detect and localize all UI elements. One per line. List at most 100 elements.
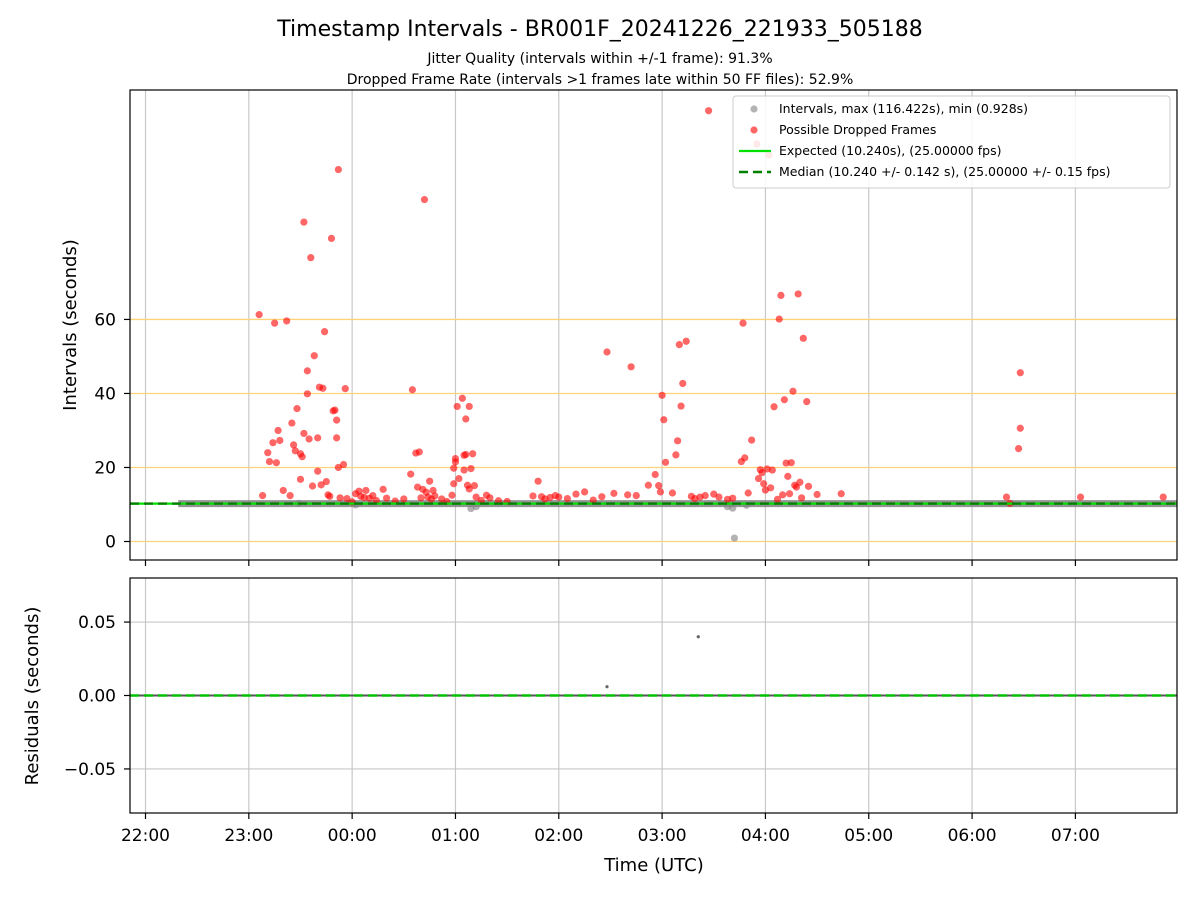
dropped-frame-point <box>415 448 423 456</box>
dropped-frame-point <box>748 436 756 444</box>
dropped-frame-point <box>272 459 280 467</box>
dropped-frame-point <box>320 328 329 336</box>
dropped-frame-point <box>1016 424 1024 432</box>
dropped-frame-point <box>317 481 325 489</box>
residual-point <box>605 685 609 689</box>
chart-title: Timestamp Intervals - BR001F_20241226_22… <box>276 17 922 42</box>
dropped-frame-point <box>276 436 284 445</box>
dropped-frame-point <box>258 492 267 500</box>
x-tick-label: 04:00 <box>741 826 790 846</box>
legend: Intervals, max (116.422s), min (0.928s) P… <box>732 95 1171 189</box>
dropped-frame-point <box>339 460 348 469</box>
dropped-frame-point <box>331 406 339 414</box>
x-tick-label: 01:00 <box>431 826 480 846</box>
dropped-frame-point <box>758 469 766 477</box>
dropped-frame-point <box>655 482 663 490</box>
dropped-frame-point <box>760 480 768 488</box>
dropped-frame-point <box>739 319 747 327</box>
dropped-frame-point <box>1014 445 1023 453</box>
dropped-frame-point <box>469 450 477 458</box>
dropped-frame-point <box>465 485 473 493</box>
x-tick-label: 07:00 <box>1051 826 1100 846</box>
top-plot-frame <box>129 89 1178 561</box>
dropped-frame-point <box>310 352 318 360</box>
legend-entry: Expected (10.240s), (25.00000 fps) <box>779 143 1001 158</box>
dropped-frame-point <box>274 426 282 435</box>
dropped-frame-point <box>632 492 640 500</box>
dropped-frame-point <box>768 466 776 474</box>
dropped-frame-point <box>307 254 315 262</box>
dropped-frame-point <box>777 291 785 299</box>
dropped-frame-point <box>305 435 313 443</box>
dropped-frame-point <box>408 386 417 394</box>
dropped-frame-point <box>603 348 611 356</box>
dropped-frame-point <box>289 441 298 449</box>
dropped-frame-point <box>1159 493 1167 501</box>
dropped-frame-point <box>572 490 580 498</box>
legend-entry: Median (10.240 +/- 0.142 s), (25.00000 +… <box>779 164 1110 179</box>
dropped-frame-point <box>382 494 391 502</box>
y-tick-label: 0.05 <box>78 613 116 633</box>
dropped-frame-point <box>773 495 782 503</box>
dropped-frame-point <box>417 494 425 502</box>
dropped-frame-point <box>651 470 659 479</box>
intervals-panel: 0 20 40 60 <box>94 89 1178 566</box>
legend-dropped-marker <box>750 126 758 134</box>
dropped-frame-point <box>534 477 542 485</box>
dropped-frame-point <box>303 367 311 375</box>
dropped-frame-point <box>744 489 752 497</box>
dropped-frame-point <box>279 486 287 495</box>
dropped-frame-point <box>486 494 494 502</box>
dropped-frame-point <box>477 496 485 505</box>
x-tick-label: 06:00 <box>948 826 997 846</box>
dropped-frame-point <box>674 437 682 445</box>
dropped-frame-point <box>770 403 778 411</box>
y-tick-label: −0.05 <box>64 760 116 780</box>
dropped-frame-point <box>661 458 670 466</box>
x-tick-label: 02:00 <box>534 826 583 846</box>
dropped-frame-point <box>470 482 479 490</box>
dropped-frame-point <box>265 457 274 466</box>
dropped-frame-point <box>326 492 334 500</box>
dropped-frame-point <box>787 459 795 467</box>
dropped-frame-point <box>450 464 458 472</box>
interval-point <box>729 504 737 512</box>
dropped-frame-point <box>804 482 813 490</box>
dropped-frame-point <box>784 472 792 480</box>
dropped-frame-point <box>837 490 845 498</box>
dropped-frame-point <box>741 454 749 462</box>
dropped-frame-point <box>715 493 723 501</box>
dropped-frame-point <box>362 486 370 495</box>
dropped-frame-point <box>314 467 322 475</box>
dropped-frame-point <box>796 478 804 486</box>
dropped-frame-point <box>624 491 632 499</box>
dropped-frame-point <box>555 493 563 501</box>
dropped-frame-point <box>460 466 468 474</box>
interval-point <box>730 534 739 542</box>
dropped-frame-point <box>407 470 415 478</box>
dropped-frame-point <box>799 334 807 342</box>
y-tick-label: 0.00 <box>78 687 116 707</box>
dropped-frame-point <box>677 402 685 410</box>
dropped-frame-point <box>775 315 783 323</box>
top-y-axis-label: Intervals (seconds) <box>60 239 81 411</box>
chart-subtitle-dropped: Dropped Frame Rate (intervals >1 frames … <box>347 72 854 88</box>
dropped-frame-point <box>668 489 677 497</box>
dropped-frame-point <box>322 477 330 486</box>
dropped-frame-point <box>283 317 291 325</box>
dropped-frame-point <box>797 494 806 502</box>
dropped-frame-point <box>679 379 687 388</box>
dropped-frame-point <box>782 459 790 467</box>
legend-entry: Possible Dropped Frames <box>779 122 936 137</box>
x-tick-label: 22:00 <box>121 826 170 846</box>
y-tick-label: 40 <box>94 384 116 404</box>
dropped-frame-point <box>300 429 308 438</box>
dropped-frame-point <box>1076 493 1085 501</box>
dropped-frame-point <box>660 416 668 424</box>
dropped-frame-point <box>333 416 341 424</box>
dropped-frame-point <box>813 490 821 499</box>
dropped-frame-point <box>448 491 456 499</box>
dropped-frame-point <box>1002 493 1011 501</box>
dropped-frame-point <box>271 319 279 327</box>
dropped-frame-point <box>431 492 439 500</box>
